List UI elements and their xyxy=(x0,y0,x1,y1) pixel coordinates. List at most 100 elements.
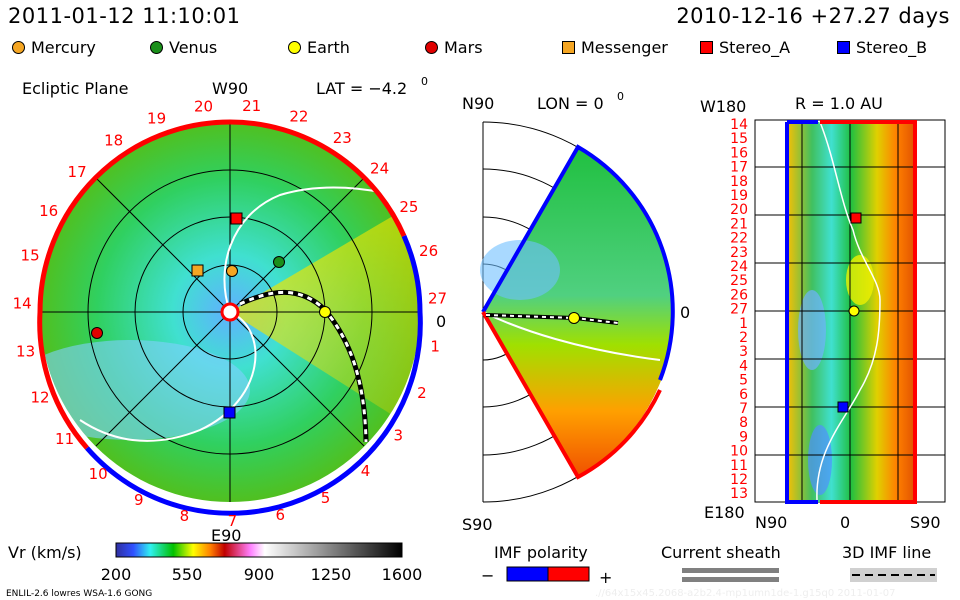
imf-legend: IMF polarity − + Current sheath 3D IMF l… xyxy=(481,543,937,599)
ecliptic-title: Ecliptic Plane xyxy=(22,79,128,98)
legend-mercury: Mercury xyxy=(12,38,96,57)
slow-wind-region xyxy=(798,290,826,370)
day-label: 26 xyxy=(419,242,438,260)
stereo-b-icon xyxy=(837,41,850,54)
day-label: 13 xyxy=(16,343,35,361)
day-label: 11 xyxy=(730,458,748,474)
day-label: 25 xyxy=(730,273,748,289)
day-label: 16 xyxy=(730,145,748,161)
day-label: 18 xyxy=(730,174,748,190)
imf-plus: + xyxy=(599,568,612,587)
radial-slice-plot: 1415161718192021222324252627123456789101… xyxy=(700,94,946,532)
latitude-degree: 0 xyxy=(421,75,428,88)
colorbar-tick: 1250 xyxy=(311,565,352,584)
meridional-bottom-label: S90 xyxy=(462,515,493,534)
day-label: 19 xyxy=(147,109,166,127)
legend-label: Messenger xyxy=(581,38,668,57)
day-label: 3 xyxy=(394,426,404,444)
colorbar-tick: 900 xyxy=(244,565,275,584)
slow-wind-region xyxy=(808,425,832,495)
imf-minus: − xyxy=(481,566,494,585)
day-label: 20 xyxy=(730,202,748,218)
day-label: 5 xyxy=(739,373,748,389)
day-label: 6 xyxy=(276,506,286,524)
day-label: 12 xyxy=(730,472,748,488)
legend-stereo-b: Stereo_B xyxy=(837,38,927,57)
day-label: 17 xyxy=(68,163,87,181)
stereo-b-marker xyxy=(837,401,849,413)
day-label: 24 xyxy=(730,259,748,275)
day-label: 8 xyxy=(180,507,190,525)
colorbar-tick: 1600 xyxy=(382,565,423,584)
legend-label: Earth xyxy=(307,38,350,57)
day-label: 27 xyxy=(730,302,748,318)
day-label: 22 xyxy=(730,231,748,247)
imf-polarity-title: IMF polarity xyxy=(494,543,588,562)
meridional-plot: N90 S90 LON = 0 0 0 xyxy=(462,90,690,534)
polarity-arc-positive xyxy=(481,311,662,480)
day-label: 15 xyxy=(21,247,40,265)
day-label: 19 xyxy=(730,188,748,204)
day-label: 14 xyxy=(730,117,748,133)
day-label: 21 xyxy=(242,97,261,115)
day-label: 9 xyxy=(739,429,748,445)
imf-negative-swatch xyxy=(506,566,549,582)
day-label: 6 xyxy=(739,387,748,403)
current-sheath-title: Current sheath xyxy=(661,543,781,562)
current-sheath-line xyxy=(223,186,421,313)
current-sheath-swatch xyxy=(682,577,779,582)
legend-mars: Mars xyxy=(425,38,483,57)
velocity-colorbar: Vr (km/s) 200 550 900 1250 1600 ENLIL-2.… xyxy=(6,542,423,599)
run-info: .//64x15x45.2068-a2b2.4-mp1umn1de-1.g15q… xyxy=(595,588,895,599)
day-label: 7 xyxy=(228,512,238,530)
day-label: 4 xyxy=(361,462,371,480)
polarity-arc-positive xyxy=(37,119,407,450)
day-label: 27 xyxy=(428,290,447,308)
polarity-arc-negative xyxy=(481,144,675,381)
polarity-arc-negative xyxy=(85,234,423,516)
meridional-wedge xyxy=(483,147,674,477)
radial-top-label: W180 xyxy=(700,97,746,116)
colorbar-tick: 550 xyxy=(172,565,203,584)
current-sheath-swatch xyxy=(682,568,779,573)
day-label: 13 xyxy=(730,486,748,502)
day-label: 10 xyxy=(730,444,748,460)
day-label: 7 xyxy=(739,401,748,417)
day-label: 9 xyxy=(134,491,144,509)
day-label: 18 xyxy=(104,132,123,150)
legend-label: Mars xyxy=(444,38,483,57)
venus-marker xyxy=(273,256,285,268)
ecliptic-bottom-label: E90 xyxy=(211,526,241,545)
colorbar-gradient xyxy=(115,542,403,558)
legend-venus: Venus xyxy=(150,38,217,57)
day-label: 26 xyxy=(730,287,748,303)
day-label: 8 xyxy=(739,415,748,431)
day-label: 25 xyxy=(399,198,418,216)
radial-day-labels: 1415161718192021222324252627123456789101… xyxy=(730,117,748,502)
current-sheath-line xyxy=(79,311,257,442)
radial-title: R = 1.0 AU xyxy=(795,94,883,113)
ecliptic-right-label: 0 xyxy=(436,312,446,331)
colorbar-tick: 200 xyxy=(101,565,132,584)
day-label: 17 xyxy=(730,160,748,176)
model-info: ENLIL-2.6 lowres WSA-1.6 GONG xyxy=(6,589,152,599)
day-label: 1 xyxy=(430,338,440,356)
day-label: 5 xyxy=(321,489,331,507)
messenger-icon xyxy=(562,41,575,54)
polarity-negative xyxy=(785,120,818,504)
mars-marker xyxy=(91,327,103,339)
legend-label: Stereo_B xyxy=(856,38,928,57)
day-label: 2 xyxy=(739,330,748,346)
day-label: 11 xyxy=(55,430,74,448)
legend-label: Stereo_A xyxy=(719,38,791,57)
day-label: 16 xyxy=(39,202,58,220)
current-sheath-line xyxy=(482,311,661,361)
day-label: 22 xyxy=(289,108,308,126)
datetime: 2011-01-12 11:10:01 xyxy=(8,4,241,28)
meridional-top-label: N90 xyxy=(462,94,494,113)
stereo-a-icon xyxy=(700,41,713,54)
day-label: 20 xyxy=(194,98,213,116)
